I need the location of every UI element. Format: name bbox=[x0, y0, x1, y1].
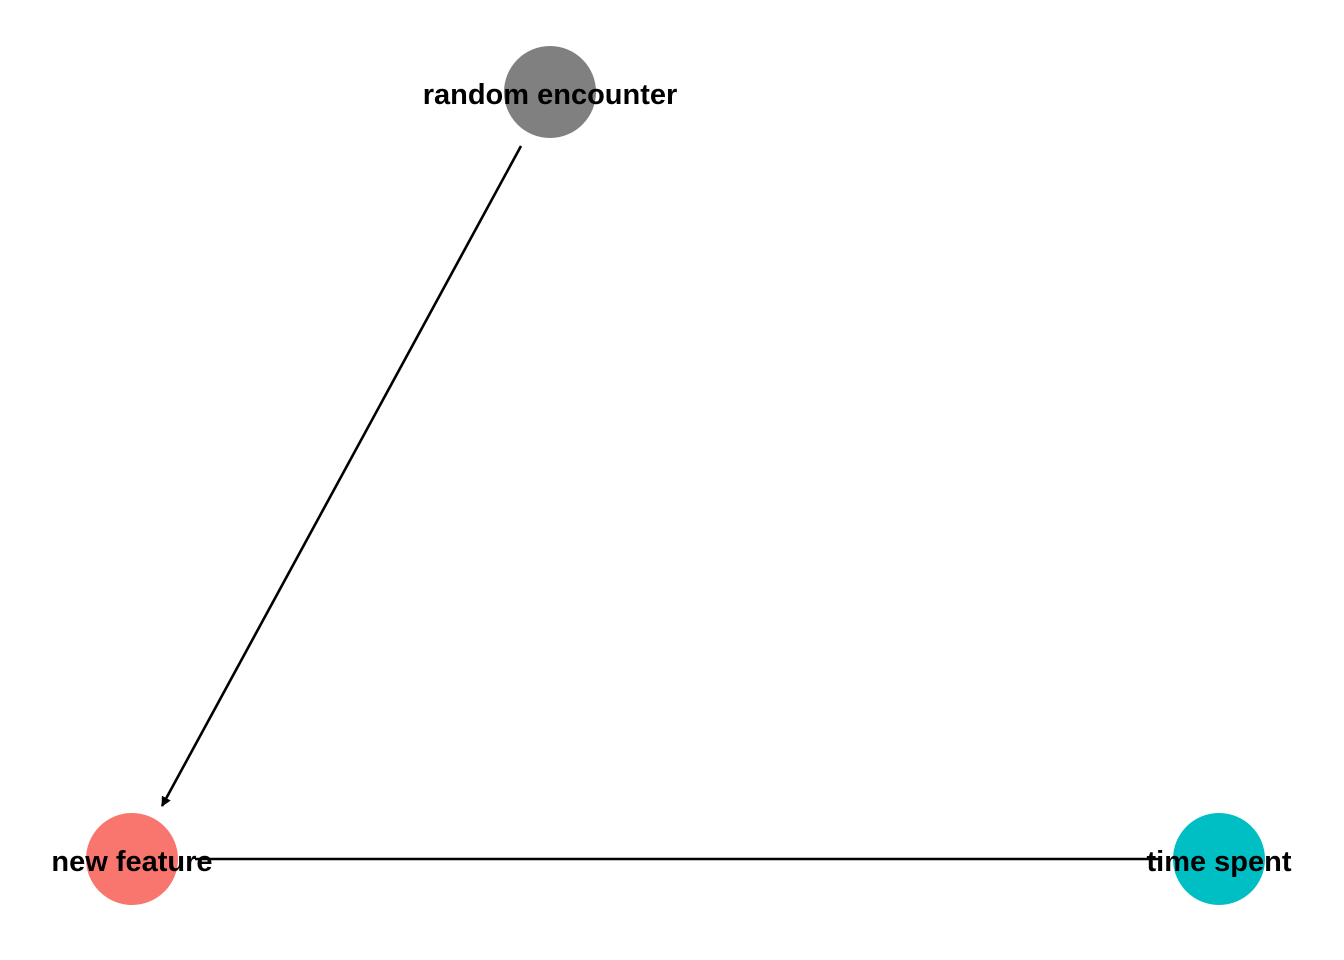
node-new-feature bbox=[86, 813, 178, 905]
node-label-new-feature: new feature bbox=[51, 846, 212, 878]
node-label-time-spent: time spent bbox=[1146, 846, 1291, 878]
edges-layer bbox=[160, 145, 1160, 861]
labels-layer: random encounter new feature time spent bbox=[51, 79, 1291, 878]
node-time-spent bbox=[1173, 813, 1265, 905]
nodes-layer bbox=[86, 46, 1265, 905]
node-label-random-encounter: random encounter bbox=[423, 79, 678, 111]
edge-random-encounter-to-new-feature bbox=[160, 145, 523, 807]
node-random-encounter bbox=[504, 46, 596, 138]
